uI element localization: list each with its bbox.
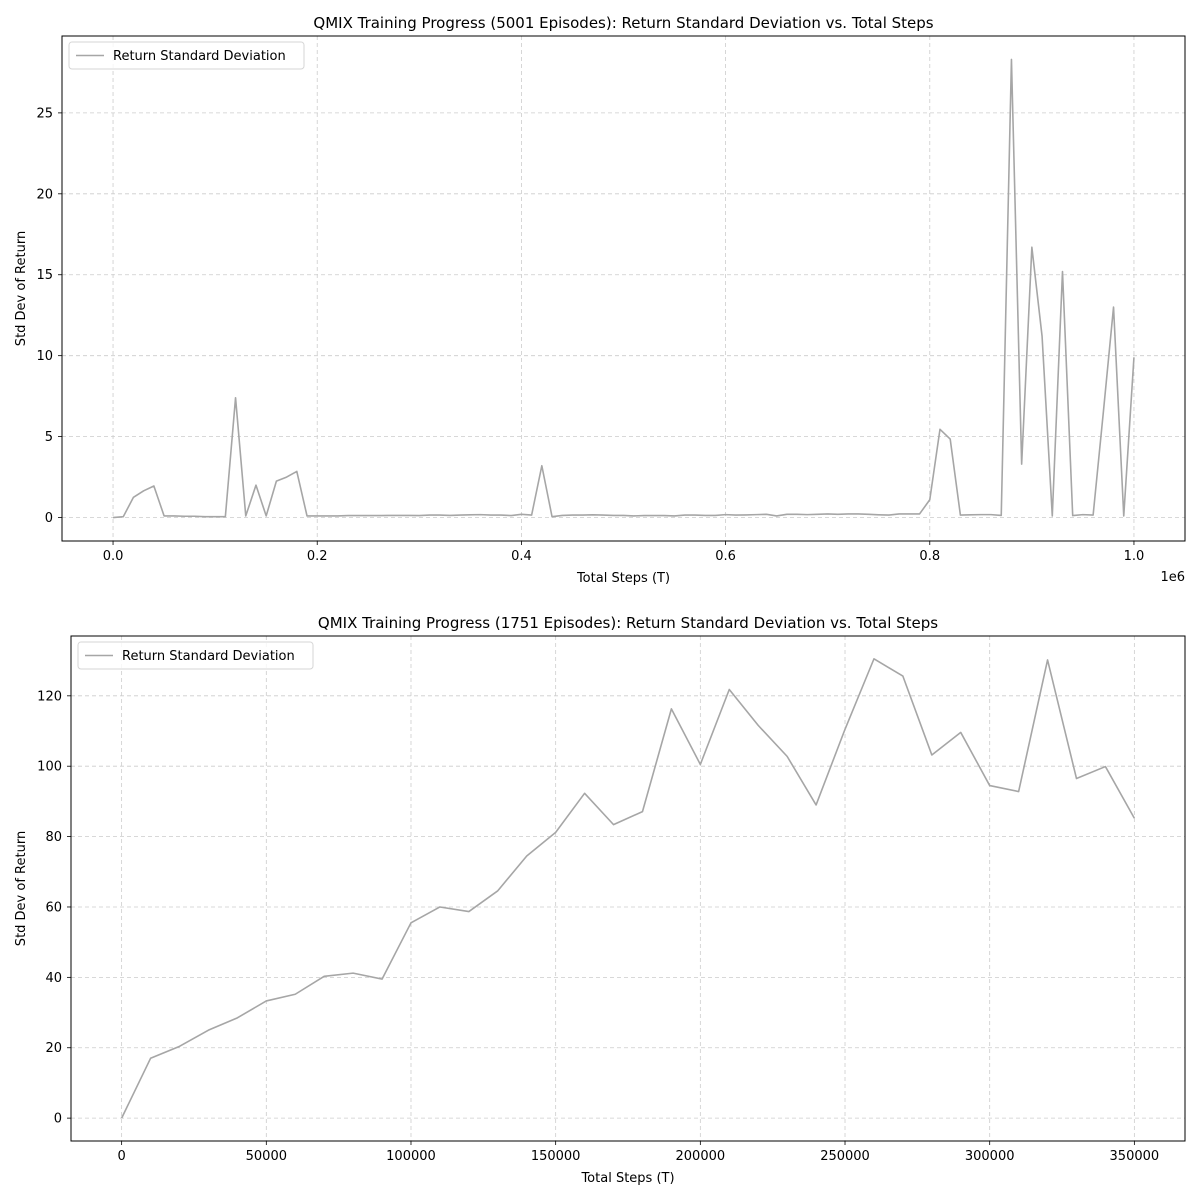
x-tick-label: 200000 (676, 1149, 726, 1164)
chart-top: QMIX Training Progress (5001 Episodes): … (14, 14, 1186, 586)
plot-frame (70, 635, 1186, 1142)
axis-ticks: 0.0 0.2 0.4 0.6 0.8 1.0 0 5 10 15 20 25 (36, 106, 1144, 564)
grid-lines (62, 36, 1185, 541)
chart-title: QMIX Training Progress (1751 Episodes): … (318, 614, 938, 632)
x-tick-label: 350000 (1110, 1149, 1160, 1164)
legend-label: Return Standard Deviation (122, 649, 295, 664)
x-tick-label: 0.6 (715, 549, 736, 564)
y-tick-label: 80 (45, 830, 62, 845)
chart-title: QMIX Training Progress (5001 Episodes): … (313, 14, 933, 32)
x-tick-label: 0.2 (307, 549, 328, 564)
series-lines (120, 658, 1136, 1119)
series-line (112, 58, 1135, 519)
x-tick-label: 100000 (386, 1149, 436, 1164)
plot-frame (61, 35, 1186, 542)
series-lines (112, 58, 1135, 519)
series-line (120, 658, 1136, 1119)
y-tick-label: 0 (45, 511, 53, 526)
legend: Return Standard Deviation (77, 641, 314, 670)
y-tick-label: 20 (45, 1041, 62, 1056)
x-multiplier-label: 1e6 (1160, 570, 1185, 585)
y-tick-label: 5 (45, 430, 53, 445)
x-tick-label: 50000 (246, 1149, 287, 1164)
y-tick-label: 15 (36, 268, 53, 283)
y-tick-label: 40 (45, 971, 62, 986)
y-tick-label: 25 (36, 106, 53, 121)
legend-box (77, 641, 314, 670)
grid-lines (71, 636, 1185, 1141)
x-tick-label: 150000 (531, 1149, 581, 1164)
x-axis-label: Total Steps (T) (576, 571, 670, 586)
y-tick-label: 120 (37, 689, 62, 704)
x-tick-label: 300000 (965, 1149, 1015, 1164)
legend-box (68, 41, 305, 70)
x-axis-label: Total Steps (T) (580, 1171, 674, 1186)
y-axis-label: Std Dev of Return (14, 831, 29, 946)
y-tick-label: 0 (54, 1112, 62, 1127)
x-tick-label: 250000 (820, 1149, 870, 1164)
x-tick-label: 0.0 (103, 549, 124, 564)
y-tick-label: 20 (36, 187, 53, 202)
axis-ticks: 0 50000 100000 150000 200000 250000 300000 3500… (37, 689, 1159, 1164)
x-tick-label: 0 (117, 1149, 125, 1164)
legend-label: Return Standard Deviation (113, 49, 286, 64)
x-tick-label: 0.4 (511, 549, 532, 564)
legend: Return Standard Deviation (68, 41, 305, 70)
chart-bottom: QMIX Training Progress (1751 Episodes): … (14, 614, 1186, 1186)
y-tick-label: 60 (45, 900, 62, 915)
y-axis-label: Std Dev of Return (14, 231, 29, 346)
y-tick-label: 10 (36, 349, 53, 364)
x-tick-label: 0.8 (919, 549, 940, 564)
y-tick-label: 100 (37, 760, 62, 775)
x-tick-label: 1.0 (1124, 549, 1145, 564)
